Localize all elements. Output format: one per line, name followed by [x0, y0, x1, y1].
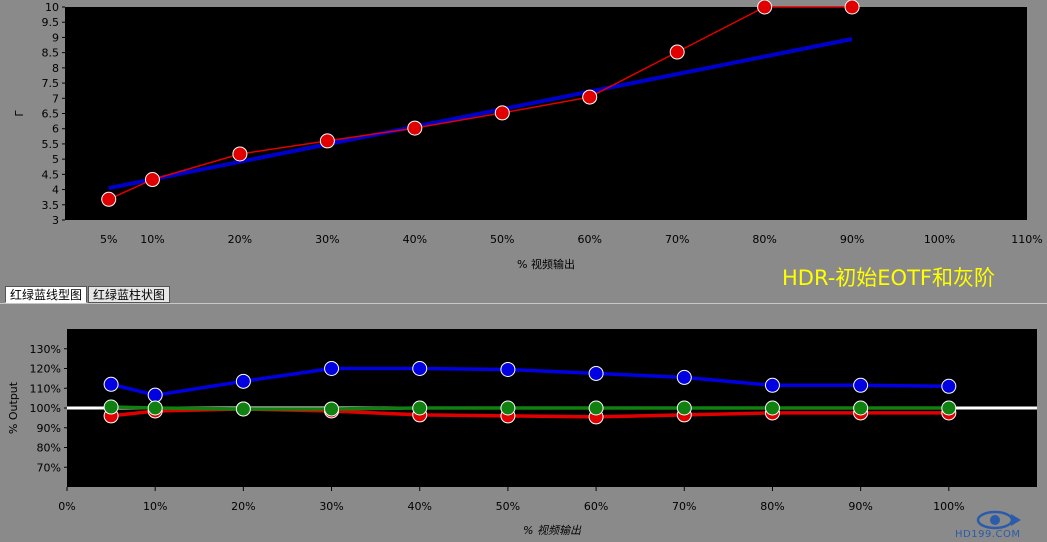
y-tick-label: 90%: [37, 422, 61, 435]
series-0-point: [103, 376, 119, 392]
y-tick-label: 130%: [30, 343, 61, 356]
series-2-point: [412, 400, 428, 416]
x-tick-label: 60%: [584, 500, 608, 513]
series-1-point: [844, 0, 860, 15]
y-tick-label: 3: [52, 214, 59, 227]
y-tick-label: 100%: [30, 402, 61, 415]
x-tick-label: 90%: [848, 500, 872, 513]
x-tick-label: 40%: [408, 500, 432, 513]
series-0-point: [324, 361, 340, 376]
series-2-point: [147, 400, 163, 416]
x-tick-label: 110%: [1011, 233, 1042, 246]
series-0-point: [676, 369, 692, 385]
x-tick-label: 20%: [228, 233, 252, 246]
series-2-point: [103, 399, 119, 415]
series-2-point: [764, 400, 780, 416]
series-2-point: [235, 401, 251, 417]
banner-title: HDR-初始EOTF和灰阶: [782, 266, 995, 290]
y-tick-label: 3.5: [42, 199, 60, 212]
x-tick-label: 100%: [924, 233, 955, 246]
series-1-point: [144, 172, 160, 188]
y-tick-label: 5: [52, 153, 59, 166]
x-tick-label: 70%: [665, 233, 689, 246]
series-2-point: [676, 400, 692, 416]
series-0-point: [764, 377, 780, 393]
series-1-point: [494, 105, 510, 121]
gamma-chart: 3 3.5 4 4.5 5 5.5 6 6.5 7 7.5 8 8.5 9 9.5 10 5% 10% 20% 30…: [13, 0, 1043, 271]
series-2-point: [324, 401, 340, 417]
y-tick-label: 5.5: [42, 138, 60, 151]
rgb-balance-chart: 70% 80% 90% 100% 110% 120% 130% 0% 10% 20% 30% 40% 5…: [7, 329, 1037, 537]
series-2-point: [941, 400, 957, 416]
series-2-point: [853, 400, 869, 416]
y-tick-label: 7.5: [42, 77, 60, 90]
y-axis-label: Γ: [13, 110, 26, 117]
series-0-point: [235, 373, 251, 389]
tab-rgb-bar-chart[interactable]: 红绿蓝柱状图: [88, 286, 171, 303]
x-tick-label: 10%: [140, 233, 164, 246]
x-tick-label: 20%: [231, 500, 255, 513]
y-tick-label: 110%: [30, 382, 61, 395]
x-tick-label: 50%: [496, 500, 520, 513]
series-0-point: [941, 378, 957, 394]
series-1-point: [757, 0, 773, 15]
series-1-point: [669, 44, 685, 60]
series-1-point: [232, 146, 248, 162]
y-tick-label: 7: [52, 92, 59, 105]
y-tick-label: 120%: [30, 363, 61, 376]
x-tick-label: 0%: [58, 500, 75, 513]
x-tick-label: 60%: [578, 233, 602, 246]
watermark-text: HD199.COM: [955, 529, 1021, 540]
series-0-point: [500, 361, 516, 377]
y-tick-label: 8: [52, 62, 59, 75]
series-1-point: [407, 120, 423, 136]
series-0-point: [147, 387, 163, 403]
x-axis-label: % 视频输出: [523, 524, 582, 537]
y-tick-label: 6: [52, 123, 59, 136]
y-tick-label: 9: [52, 31, 59, 44]
series-2-point: [588, 400, 604, 416]
eye-logo-icon: [976, 510, 1021, 530]
x-tick-label: 70%: [672, 500, 696, 513]
y-tick-label: 70%: [37, 461, 61, 474]
series-2-point: [500, 400, 516, 416]
y-tick-label: 6.5: [42, 108, 60, 121]
x-tick-label: 80%: [752, 233, 776, 246]
series-1-line: [108, 6, 853, 200]
y-tick-label: 4: [52, 184, 59, 197]
y-tick-label: 9.5: [42, 16, 60, 29]
series-0-point: [853, 377, 869, 393]
series-0-point: [412, 361, 428, 376]
y-tick-label: 4.5: [42, 168, 60, 181]
y-axis-label: % Output: [7, 381, 20, 434]
series-1-point: [582, 89, 598, 105]
x-tick-label: 40%: [403, 233, 427, 246]
x-tick-label: 30%: [319, 500, 343, 513]
y-tick-label: 80%: [37, 442, 61, 455]
plot-area: [65, 7, 1027, 220]
x-tick-label: 100%: [933, 500, 964, 513]
series-1-point: [101, 191, 117, 207]
series-1-point: [319, 133, 335, 149]
x-tick-label: 80%: [760, 500, 784, 513]
tab-rgb-line-chart[interactable]: 红绿蓝线型图: [5, 286, 88, 303]
series-0-point: [588, 365, 604, 381]
series-0-line: [108, 37, 853, 191]
x-tick-label: 5%: [100, 233, 117, 246]
x-axis-label: % 视频输出: [517, 257, 575, 271]
y-tick-label: 8.5: [42, 47, 60, 60]
x-tick-label: 10%: [143, 500, 167, 513]
x-tick-label: 90%: [840, 233, 864, 246]
y-tick-label: 10: [45, 1, 59, 14]
x-tick-label: 50%: [490, 233, 514, 246]
watermark-logo: HD199.COM: [955, 510, 1043, 540]
x-tick-label: 30%: [315, 233, 339, 246]
panel-divider: [0, 303, 1047, 304]
